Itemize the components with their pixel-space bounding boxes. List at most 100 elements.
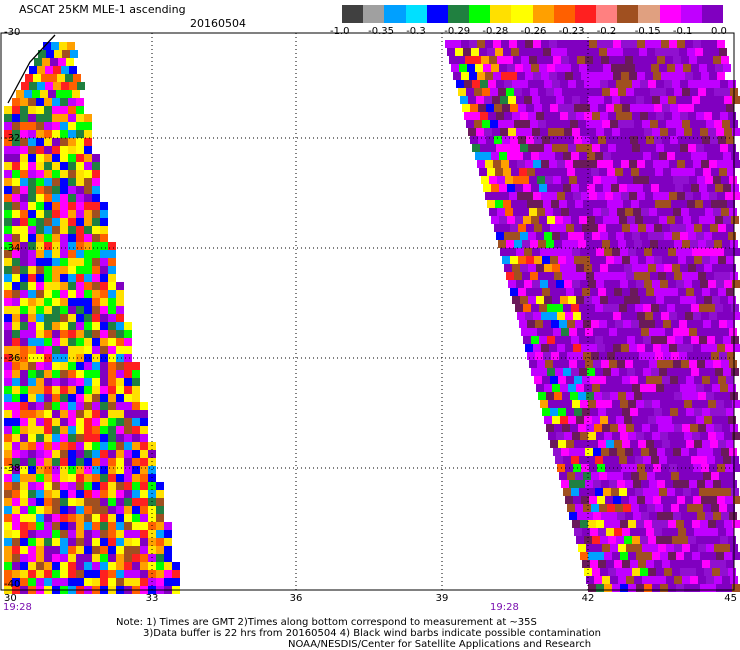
data-cell <box>52 474 60 482</box>
data-cell <box>693 312 701 320</box>
data-cell <box>92 410 100 418</box>
data-cell <box>60 258 68 266</box>
data-cell <box>28 250 36 258</box>
data-cell <box>661 192 669 200</box>
data-cell <box>132 442 140 450</box>
data-cell <box>668 520 676 528</box>
data-cell <box>704 384 712 392</box>
data-cell <box>712 80 720 88</box>
data-cell <box>566 136 574 144</box>
data-cell <box>602 576 610 584</box>
data-cell <box>61 66 69 74</box>
data-cell <box>100 546 108 554</box>
data-cell <box>706 392 714 400</box>
data-cell <box>719 352 727 360</box>
data-cell <box>607 200 615 208</box>
data-cell <box>631 352 639 360</box>
data-cell <box>92 274 100 282</box>
data-cell <box>4 402 12 410</box>
data-cell <box>84 178 92 186</box>
data-cell <box>675 216 683 224</box>
data-cell <box>700 552 708 560</box>
data-cell <box>635 304 643 312</box>
data-cell <box>116 322 124 330</box>
data-cell <box>589 312 597 320</box>
data-cell <box>76 402 84 410</box>
color-scale-segment <box>447 5 470 23</box>
data-cell <box>140 562 148 570</box>
data-cell <box>68 266 76 274</box>
data-cell <box>731 456 739 464</box>
data-cell <box>715 456 723 464</box>
data-cell <box>642 576 650 584</box>
lon-label-36: 36 <box>289 593 303 604</box>
data-cell <box>544 144 552 152</box>
data-cell <box>36 514 44 522</box>
data-cell <box>640 384 648 392</box>
data-cell <box>678 104 686 112</box>
data-cell <box>652 520 660 528</box>
data-cell <box>733 464 740 472</box>
data-cell <box>582 528 590 536</box>
data-cell <box>698 272 706 280</box>
data-cell <box>132 418 140 426</box>
data-cell <box>601 328 609 336</box>
data-cell <box>630 288 638 296</box>
data-cell <box>688 264 696 272</box>
data-cell <box>36 346 44 354</box>
data-cell <box>698 120 706 128</box>
data-cell <box>28 578 36 586</box>
data-cell <box>560 144 568 152</box>
data-cell <box>633 448 641 456</box>
data-cell <box>100 538 108 546</box>
data-cell <box>36 458 44 466</box>
data-cell <box>696 112 704 120</box>
data-cell <box>619 456 627 464</box>
data-cell <box>4 506 12 514</box>
data-cell <box>640 416 648 424</box>
data-cell <box>28 154 36 162</box>
data-cell <box>534 256 542 264</box>
data-cell <box>677 192 685 200</box>
data-cell <box>692 584 700 592</box>
data-cell <box>582 136 590 144</box>
data-cell <box>497 176 505 184</box>
data-cell <box>663 168 671 176</box>
data-cell <box>482 88 490 96</box>
data-cell <box>562 88 570 96</box>
data-cell <box>669 344 677 352</box>
data-cell <box>491 184 499 192</box>
data-cell <box>20 162 28 170</box>
data-cell <box>12 194 20 202</box>
data-cell <box>68 434 76 442</box>
data-cell <box>698 88 706 96</box>
data-cell <box>636 552 644 560</box>
data-cell <box>682 272 690 280</box>
data-cell <box>618 88 626 96</box>
data-cell <box>44 458 52 466</box>
data-cell <box>630 440 638 448</box>
data-cell <box>709 312 717 320</box>
data-cell <box>44 258 52 266</box>
data-cell <box>658 120 666 128</box>
data-cell <box>731 216 739 224</box>
data-cell <box>684 432 692 440</box>
data-cell <box>702 440 710 448</box>
data-cell <box>108 426 116 434</box>
data-cell <box>552 296 560 304</box>
data-cell <box>509 192 517 200</box>
data-cell <box>485 160 493 168</box>
data-cell <box>516 280 524 288</box>
data-cell <box>76 98 84 106</box>
data-cell <box>675 152 683 160</box>
data-cell <box>659 456 667 464</box>
data-cell <box>680 296 688 304</box>
data-cell <box>60 354 68 362</box>
data-cell <box>28 114 36 122</box>
data-cell <box>587 488 595 496</box>
data-cell <box>690 544 698 552</box>
data-cell <box>572 280 580 288</box>
data-cell <box>594 424 602 432</box>
data-cell <box>503 200 511 208</box>
data-cell <box>108 410 116 418</box>
